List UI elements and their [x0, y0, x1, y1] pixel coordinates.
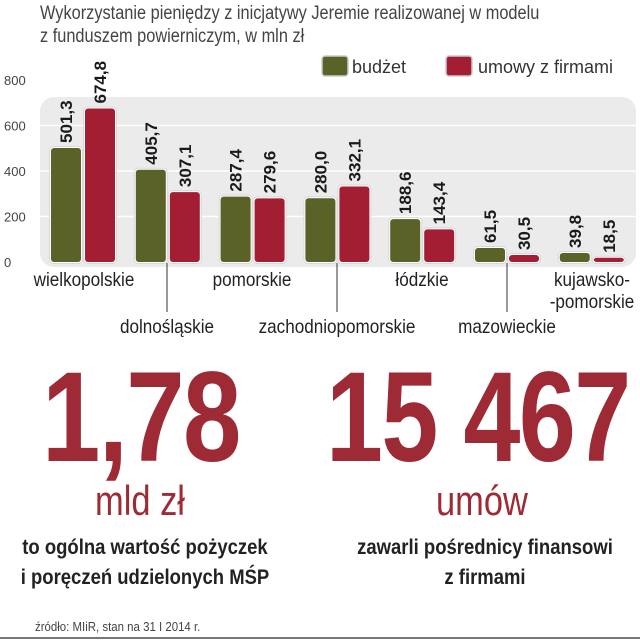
bar-budzet [135, 169, 166, 262]
bar-umowy [509, 255, 539, 262]
data-label: 18,5 [600, 220, 619, 253]
legend-label: umowy z firmami [478, 57, 613, 77]
data-label: 307,1 [176, 145, 195, 188]
data-label: 279,6 [261, 151, 280, 194]
stat-value-loans: 1,78 [42, 346, 241, 489]
stat-desc-contracts: zawarli pośrednicy finansowi z firmami [349, 533, 622, 593]
stat-desc-loans: to ogólna wartość pożyczek i poręczeń ud… [9, 533, 282, 593]
bar-budzet [559, 252, 590, 262]
data-label: 287,4 [227, 149, 246, 192]
data-label: 39,8 [566, 215, 585, 248]
data-label: 405,7 [142, 122, 161, 165]
data-label: 30,5 [515, 217, 534, 250]
category-label: wielkopolskie [33, 269, 135, 290]
category-label: dolnośląskie [120, 316, 214, 337]
bar-umowy [254, 198, 285, 262]
chart-title: Wykorzystanie pieniędzy z inicjatywy Jer… [40, 2, 539, 48]
bar-umowy [424, 229, 455, 262]
y-tick-label: 800 [4, 73, 26, 88]
category-label: mazowieckie [458, 316, 556, 337]
bar-budzet [475, 248, 505, 262]
category-label: zachodniopomorskie [259, 316, 416, 337]
y-tick-label: 0 [4, 255, 11, 270]
desc-line: zawarli pośrednicy finansowi [357, 536, 613, 559]
bar-umowy [169, 192, 200, 262]
title-line-1: Wykorzystanie pieniędzy z inicjatywy Jer… [40, 3, 540, 24]
legend-swatch [321, 55, 349, 77]
y-tick-label: 200 [4, 210, 26, 225]
data-label: 501,3 [57, 100, 76, 143]
divider [0, 637, 640, 639]
bar-umowy [85, 108, 115, 262]
legend-label: budżet [352, 57, 406, 77]
category-label: -pomorskie [550, 291, 635, 312]
stat-unit-loans: mld zł [95, 477, 185, 524]
bar-umowy [593, 257, 624, 262]
category-label: kujawsko- [554, 269, 630, 290]
bar-budzet [390, 219, 421, 262]
data-label: 674,8 [91, 61, 110, 104]
data-label: 280,0 [311, 151, 330, 194]
y-tick-label: 600 [4, 119, 26, 134]
bar-budzet [220, 196, 251, 262]
bar-budzet [305, 198, 336, 262]
bar-umowy [339, 186, 370, 262]
desc-line: to ogólna wartość pożyczek [22, 536, 268, 559]
stat-value-contracts: 15 467 [326, 346, 631, 489]
bar-chart: 0 200 400 600 800 501,3 674,8 wielkopolskie 405,… [4, 55, 636, 337]
title-line-2: z funduszem powierniczym, w mln zł [40, 26, 305, 47]
legend-swatch [445, 55, 473, 77]
data-label: 332,1 [345, 139, 364, 182]
bar-budzet [51, 147, 81, 262]
y-tick-label: 400 [4, 164, 26, 179]
data-label: 143,4 [430, 181, 449, 224]
desc-line: z firmami [444, 566, 526, 589]
data-label: 61,5 [481, 210, 500, 243]
category-label: pomorskie [213, 269, 292, 290]
source-note: źródło: MIiR, stan na 31 I 2014 r. [35, 619, 201, 634]
stat-unit-contracts: umów [436, 477, 528, 524]
data-label: 188,6 [396, 172, 415, 215]
desc-line: i poręczeń udzielonych MŚP [20, 566, 270, 589]
category-label: łódzkie [395, 269, 448, 290]
